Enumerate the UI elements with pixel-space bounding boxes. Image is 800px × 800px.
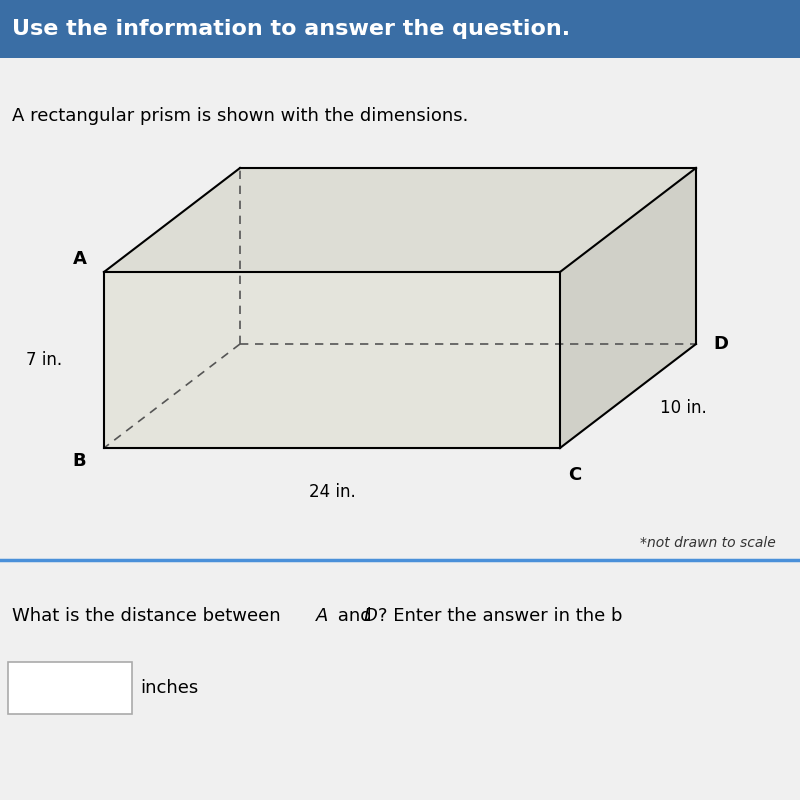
Text: A: A bbox=[316, 607, 328, 625]
Text: *not drawn to scale: *not drawn to scale bbox=[640, 536, 776, 550]
Text: A rectangular prism is shown with the dimensions.: A rectangular prism is shown with the di… bbox=[12, 107, 468, 125]
Polygon shape bbox=[104, 272, 560, 448]
Text: B: B bbox=[73, 452, 86, 470]
FancyBboxPatch shape bbox=[0, 0, 800, 58]
Text: 7 in.: 7 in. bbox=[26, 351, 62, 369]
Text: and: and bbox=[332, 607, 378, 625]
Text: inches: inches bbox=[140, 679, 198, 697]
Text: C: C bbox=[568, 466, 582, 483]
Polygon shape bbox=[104, 168, 696, 272]
Text: D: D bbox=[714, 335, 729, 353]
Polygon shape bbox=[560, 168, 696, 448]
Text: 10 in.: 10 in. bbox=[660, 399, 706, 417]
FancyBboxPatch shape bbox=[8, 662, 132, 714]
Text: D: D bbox=[364, 607, 378, 625]
Text: What is the distance between: What is the distance between bbox=[12, 607, 286, 625]
Text: Use the information to answer the question.: Use the information to answer the questi… bbox=[12, 19, 570, 39]
Text: 24 in.: 24 in. bbox=[309, 483, 355, 501]
Text: A: A bbox=[73, 250, 86, 268]
Text: ? Enter the answer in the b: ? Enter the answer in the b bbox=[378, 607, 622, 625]
